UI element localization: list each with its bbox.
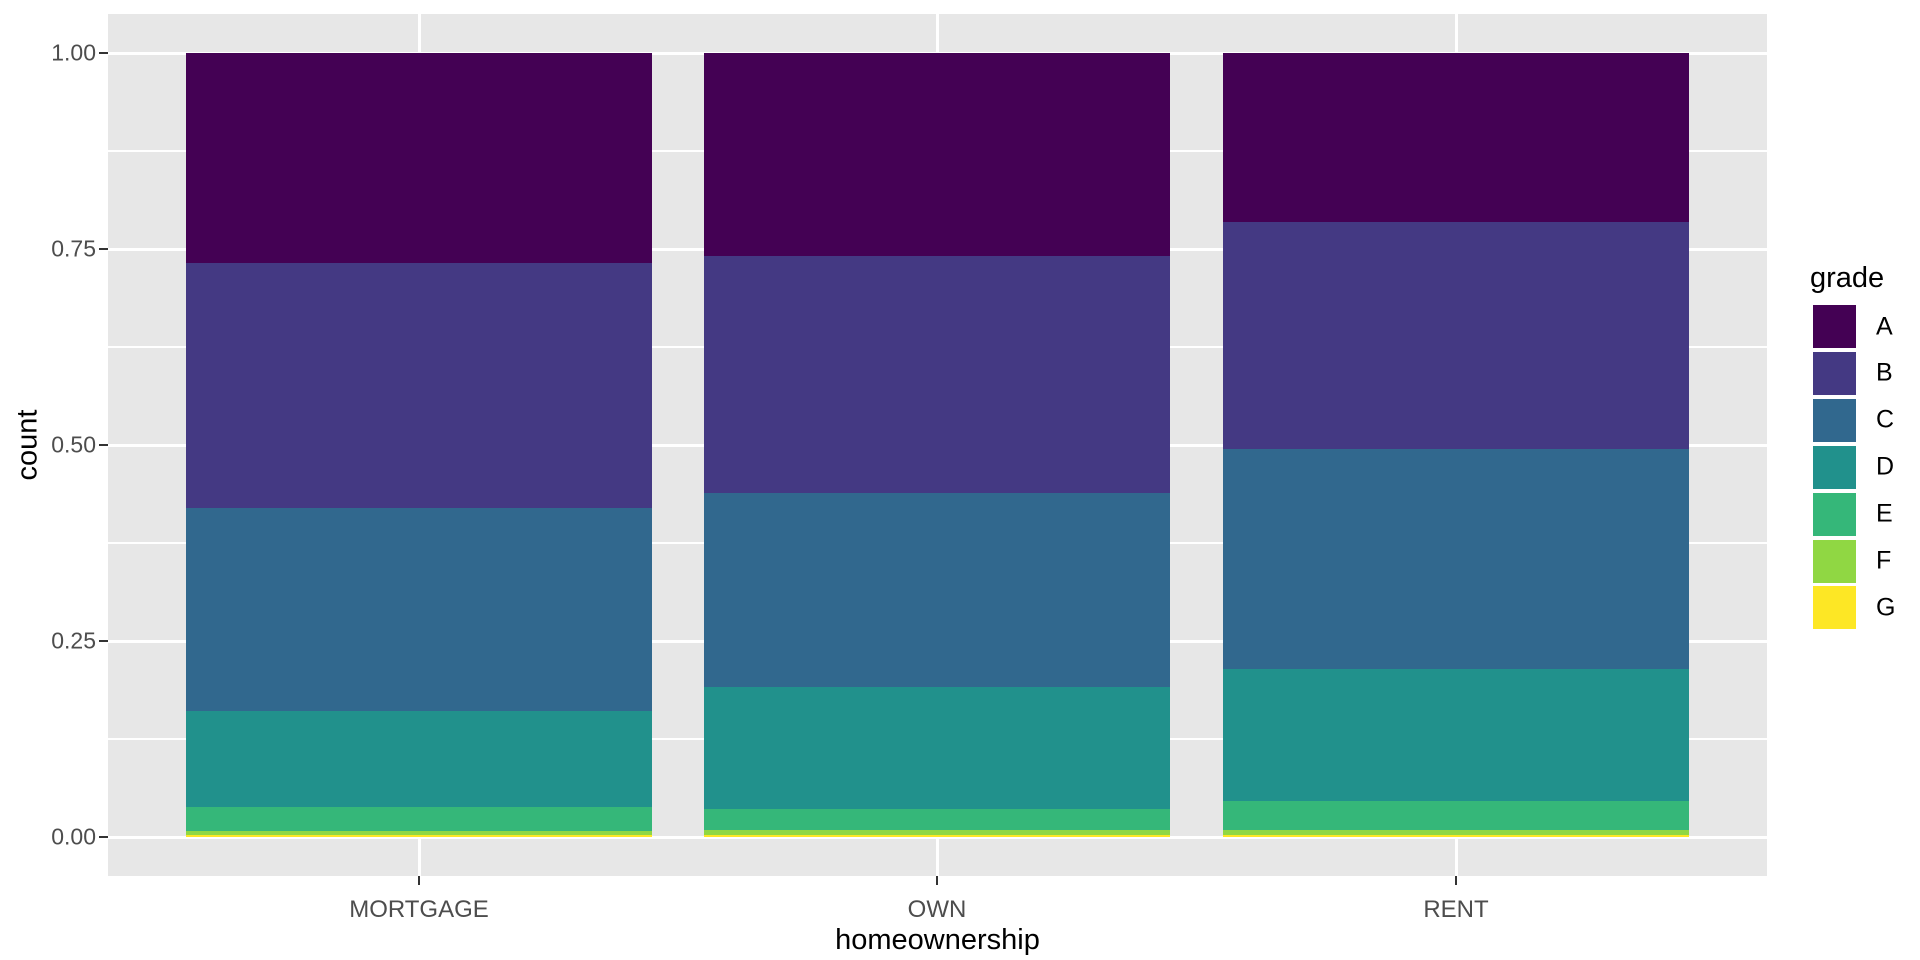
bar-segment-rent-grade-d (1223, 669, 1689, 801)
legend-key-grade-b (1813, 351, 1856, 395)
bar-segment-own-grade-d (704, 687, 1170, 809)
bar-segment-rent-grade-f (1223, 829, 1689, 835)
y-tick-label: 0.50 (51, 431, 96, 458)
y-tick-mark (99, 640, 108, 642)
bar-segment-rent-grade-a (1223, 53, 1689, 222)
bar-segment-own-grade-e (704, 808, 1170, 830)
bar-segment-rent-grade-g (1223, 834, 1689, 837)
bar-segment-mortgage-grade-c (186, 507, 652, 711)
x-tick-mark (1455, 876, 1457, 885)
bar-segment-rent-grade-c (1223, 448, 1689, 670)
x-axis-title: homeownership (835, 924, 1040, 956)
legend-label-grade-d: D (1876, 452, 1895, 481)
y-tick-mark (99, 836, 108, 838)
x-tick-mark (936, 876, 938, 885)
legend-label-grade-c: C (1876, 405, 1895, 434)
y-tick-label: 0.75 (51, 235, 96, 262)
y-tick-mark (99, 248, 108, 250)
legend-label-grade-a: A (1876, 312, 1893, 340)
bar-segment-mortgage-grade-f (186, 830, 652, 835)
y-tick-label: 1.00 (51, 39, 96, 66)
legend-key-grade-d (1813, 445, 1856, 489)
legend-key-grade-c (1813, 398, 1856, 442)
legend-label-grade-f: F (1876, 546, 1892, 575)
y-tick-mark (99, 52, 108, 54)
bar-segment-own-grade-b (704, 256, 1170, 493)
legend-label-grade-e: E (1876, 499, 1893, 528)
legend-label-grade-b: B (1876, 358, 1893, 387)
bar-segment-own-grade-f (704, 829, 1170, 835)
bar-segment-rent-grade-b (1223, 221, 1689, 449)
legend-label-grade-g: G (1876, 593, 1896, 622)
legend-key-grade-a (1813, 305, 1856, 348)
y-axis-title: count (11, 409, 44, 481)
legend-key-grade-e (1813, 492, 1856, 536)
legend-title: grade (1810, 262, 1885, 294)
bar-segment-mortgage-grade-a (186, 53, 652, 264)
bar-segment-own-grade-c (704, 492, 1170, 688)
bar-segment-rent-grade-e (1223, 800, 1689, 830)
y-tick-label: 0.25 (51, 627, 96, 654)
bar-segment-mortgage-grade-e (186, 807, 652, 831)
x-tick-mark (418, 876, 420, 885)
legend-key-grade-f (1813, 539, 1856, 583)
legend-key-grade-g (1813, 586, 1856, 630)
bar-segment-mortgage-grade-b (186, 263, 652, 508)
x-tick-label-rent: RENT (1423, 896, 1489, 923)
bar-segment-mortgage-grade-d (186, 710, 652, 808)
bar-segment-own-grade-g (704, 834, 1170, 837)
y-tick-mark (99, 444, 108, 446)
bar-segment-own-grade-a (704, 53, 1170, 257)
x-tick-label-mortgage: MORTGAGE (349, 896, 489, 923)
y-tick-label: 0.00 (51, 823, 96, 850)
x-tick-label-own: OWN (907, 896, 967, 923)
bar-segment-mortgage-grade-g (186, 834, 652, 837)
